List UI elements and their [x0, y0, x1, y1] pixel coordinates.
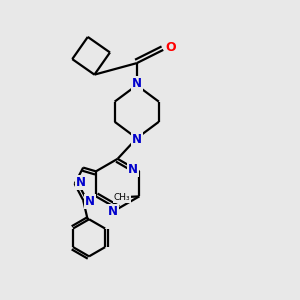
Text: CH₃: CH₃ [113, 193, 130, 202]
Text: N: N [128, 164, 138, 176]
Text: N: N [108, 205, 118, 218]
Text: N: N [76, 176, 86, 189]
Text: N: N [85, 195, 95, 208]
Text: N: N [132, 77, 142, 90]
Text: O: O [165, 41, 176, 54]
Text: N: N [132, 133, 142, 146]
